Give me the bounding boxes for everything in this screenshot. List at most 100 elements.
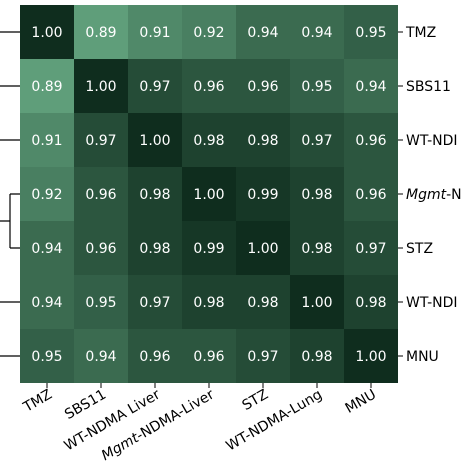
row-label-2: WT-NDI	[406, 133, 458, 149]
heatmap-cell-r0-c5	[290, 5, 344, 59]
heatmap-cell-r5-c2	[128, 275, 182, 329]
cell-value-label-r4-c5: 0.98	[301, 241, 332, 257]
cell-value-label-r0-c3: 0.92	[193, 25, 224, 41]
row-label-0: TMZ	[405, 25, 436, 41]
heatmap-cell-r1-c1	[74, 59, 128, 113]
cell-value-label-r2-c1: 0.97	[85, 133, 116, 149]
heatmap-cell-r6-c4	[236, 329, 290, 383]
heatmap-cell-r6-c2	[128, 329, 182, 383]
heatmap-cell-r3-c1	[74, 167, 128, 221]
heatmap-cell-r2-c3	[182, 113, 236, 167]
cell-value-label-r5-c5: 1.00	[301, 295, 332, 311]
heatmap-cell-r4-c1	[74, 221, 128, 275]
column-label-5: WT-NDMA-Lung	[223, 387, 325, 455]
cell-value-label-r6-c4: 0.97	[247, 349, 278, 365]
heatmap-cell-r4-c0	[20, 221, 74, 275]
heatmap-cell-r4-c3	[182, 221, 236, 275]
cell-value-label-r0-c4: 0.94	[247, 25, 278, 41]
heatmap-cell-r5-c0	[20, 275, 74, 329]
cell-value-label-r0-c0: 1.00	[31, 25, 62, 41]
heatmap-cell-r6-c0	[20, 329, 74, 383]
cell-value-label-r6-c3: 0.96	[193, 349, 224, 365]
cell-value-label-r4-c3: 0.99	[193, 241, 224, 257]
cell-value-label-r3-c5: 0.98	[301, 187, 332, 203]
row-label-4: STZ	[406, 241, 433, 257]
heatmap-cell-r1-c4	[236, 59, 290, 113]
column-label-0: TMZ	[20, 387, 55, 416]
cell-value-label-r0-c2: 0.91	[139, 25, 170, 41]
column-label-4: STZ	[240, 387, 271, 414]
row-label-1: SBS11	[406, 79, 451, 95]
cell-value-label-r1-c6: 0.94	[355, 79, 386, 95]
heatmap-cell-r2-c2	[128, 113, 182, 167]
cell-value-label-r1-c1: 1.00	[85, 79, 116, 95]
heatmap-cell-r6-c6	[344, 329, 398, 383]
heatmap-cell-r2-c1	[74, 113, 128, 167]
cell-value-label-r0-c6: 0.95	[355, 25, 386, 41]
heatmap-cell-r0-c4	[236, 5, 290, 59]
cell-value-label-r3-c3: 1.00	[193, 187, 224, 203]
cell-value-label-r5-c0: 0.94	[31, 295, 62, 311]
cell-value-label-r6-c1: 0.94	[85, 349, 116, 365]
cell-value-label-r4-c0: 0.94	[31, 241, 62, 257]
heatmap-cell-r0-c6	[344, 5, 398, 59]
cell-value-label-r4-c6: 0.97	[355, 241, 386, 257]
cell-value-label-r3-c4: 0.99	[247, 187, 278, 203]
heatmap-cell-r4-c2	[128, 221, 182, 275]
heatmap-cell-r0-c1	[74, 5, 128, 59]
heatmap-cell-r5-c4	[236, 275, 290, 329]
heatmap-cell-r6-c3	[182, 329, 236, 383]
cell-value-label-r5-c6: 0.98	[355, 295, 386, 311]
cell-value-label-r0-c5: 0.94	[301, 25, 332, 41]
cell-value-label-r5-c4: 0.98	[247, 295, 278, 311]
heatmap-cell-r0-c3	[182, 5, 236, 59]
heatmap-cell-r1-c0	[20, 59, 74, 113]
heatmap-cell-r1-c5	[290, 59, 344, 113]
heatmap-cell-r5-c3	[182, 275, 236, 329]
heatmap-cell-r0-c0	[20, 5, 74, 59]
heatmap-cell-r3-c3	[182, 167, 236, 221]
row-labels: TMZ SBS11 WT-NDI Mgmt-N STZ WT-NDI MNU	[398, 25, 462, 365]
cell-value-label-r5-c3: 0.98	[193, 295, 224, 311]
heatmap-cell-r1-c6	[344, 59, 398, 113]
cell-value-label-r2-c0: 0.91	[31, 133, 62, 149]
cell-value-label-r2-c6: 0.96	[355, 133, 386, 149]
row-label-5: WT-NDI	[406, 295, 458, 311]
cell-value-label-r4-c4: 1.00	[247, 241, 278, 257]
heatmap-cell-r4-c6	[344, 221, 398, 275]
cell-value-label-r1-c5: 0.95	[301, 79, 332, 95]
heatmap-cell-r0-c2	[128, 5, 182, 59]
heatmap-cell-r6-c5	[290, 329, 344, 383]
cell-value-label-r6-c5: 0.98	[301, 349, 332, 365]
cell-value-label-r6-c0: 0.95	[31, 349, 62, 365]
heatmap-cell-r3-c0	[20, 167, 74, 221]
heatmap-cell-r2-c6	[344, 113, 398, 167]
cell-value-label-r6-c2: 0.96	[139, 349, 170, 365]
cell-value-label-r1-c2: 0.97	[139, 79, 170, 95]
heatmap-cell-r2-c5	[290, 113, 344, 167]
cell-value-label-r1-c3: 0.96	[193, 79, 224, 95]
heatmap-cell-r4-c5	[290, 221, 344, 275]
heatmap-cell-r3-c2	[128, 167, 182, 221]
heatmap-cell-r2-c4	[236, 113, 290, 167]
heatmap-cell-r4-c4	[236, 221, 290, 275]
cell-value-label-r3-c6: 0.96	[355, 187, 386, 203]
heatmap-cell-r1-c2	[128, 59, 182, 113]
heatmap-cell-r5-c6	[344, 275, 398, 329]
cell-value-label-r1-c4: 0.96	[247, 79, 278, 95]
cell-value-label-r0-c1: 0.89	[85, 25, 116, 41]
heatmap-cell-r5-c5	[290, 275, 344, 329]
cell-value-label-r2-c4: 0.98	[247, 133, 278, 149]
cell-value-label-r6-c6: 1.00	[355, 349, 386, 365]
cell-value-label-r3-c2: 0.98	[139, 187, 170, 203]
cell-value-label-r2-c5: 0.97	[301, 133, 332, 149]
cell-value-label-r5-c1: 0.95	[85, 295, 116, 311]
row-label-3: Mgmt-N	[406, 187, 462, 203]
heatmap-cell-r3-c6	[344, 167, 398, 221]
column-label-6: MNU	[343, 387, 379, 417]
row-label-6: MNU	[406, 349, 439, 365]
cell-value-label-r4-c1: 0.96	[85, 241, 116, 257]
cell-value-label-r2-c3: 0.98	[193, 133, 224, 149]
